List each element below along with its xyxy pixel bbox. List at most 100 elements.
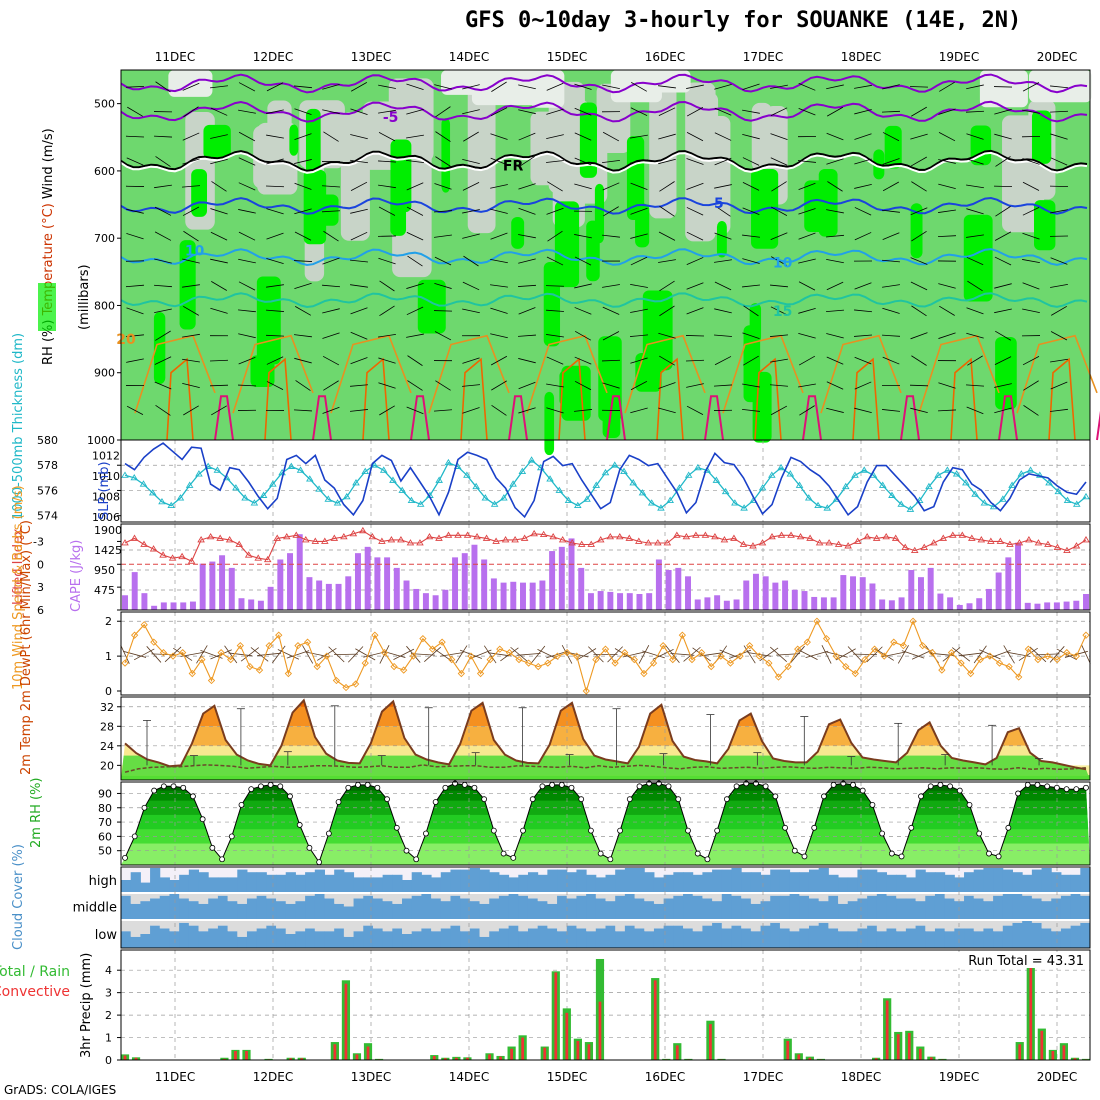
lifted-index-point [558,536,567,543]
wind-barb [659,280,675,292]
thickness-point [777,463,785,471]
cloud-cover-bar [1051,872,1062,893]
contour-label: 15 [773,304,792,320]
thickness-point [1026,466,1035,473]
cape-bar [762,576,769,610]
wind-barb [853,334,873,337]
cape-bar [228,567,235,610]
cloud-gap [663,893,674,899]
cloud-cover-bar [363,925,374,948]
wind-barb [153,135,173,138]
cloud-cover-bar [770,869,781,893]
wind-barb [1049,185,1069,188]
cloud-gap [808,920,820,926]
cape-bar [209,561,216,610]
cape-bar [976,598,983,610]
thickness-point [851,471,859,478]
lifted-index-point [349,529,358,537]
wind-barb [798,208,816,215]
cape-bar [306,577,313,610]
wind-barb [630,308,648,313]
cloud-cover-bar [508,925,519,948]
dewpoint-line [124,764,1087,773]
cloud-cover-bar [479,903,490,920]
cape-bar [452,557,459,610]
wind-barb-10m [500,647,519,662]
wind-barb [995,330,1011,341]
wind-barb [182,82,200,91]
wind-barb [574,256,592,266]
lifted-index-point [178,552,186,560]
lifted-index-point [606,532,615,540]
temp-band [121,726,1090,746]
cloud-cover-bar [217,877,229,893]
thickness-point [610,461,619,468]
cloud-cover-bar [198,931,209,948]
cloud-gap [692,893,703,896]
wind-barb [546,82,564,91]
wind-barb [798,182,816,190]
rh-point [927,783,934,790]
cape-bar [316,580,323,610]
wind-barb [490,307,508,314]
cloud-cover-bar [440,928,451,948]
wind-barb-10m [743,645,756,664]
wind-barb [1050,381,1068,390]
wind-barb [462,384,480,387]
cloud-gap [537,893,548,902]
lifted-index-point [977,536,986,543]
cloud-cover-bar [673,895,684,920]
rh-ylabel: 2m RH (%) [29,777,44,848]
isotherm-25 [1048,357,1076,441]
cloud-gap [343,893,355,907]
wind-barb-10m [250,647,269,662]
cloud-cover-bar [934,872,946,893]
wind-barb [127,106,143,117]
cloud-cover-bar [276,928,287,948]
y-tick-label: -3 [33,535,44,548]
wind-barb [715,205,731,217]
isotherm-15 [120,292,1088,309]
cape-bar [587,593,594,610]
isotherm-20 [1016,334,1098,414]
date-label-bottom: 12DEC [253,1070,293,1084]
cloud-gap [634,893,645,899]
wind-barb [994,256,1012,266]
cloud-cover-bar [256,872,267,893]
wind-barb [882,284,900,288]
lifted-index-point [749,542,757,549]
precip-convective-bar [521,1037,525,1060]
cloud-gap [188,920,200,926]
thickness-point [555,486,564,493]
wind-barb-10m [286,650,310,659]
wind-barb [714,157,732,166]
cloud-cover-bar [140,901,151,920]
cloud-gap [382,893,393,902]
cloud-cover-bar [1080,922,1091,948]
contour-label: 5 [714,196,724,212]
cloud-gap [915,920,926,926]
rh-point [500,850,507,857]
cloud-gap [188,893,200,902]
thickness-point [352,479,360,486]
isotherm-30 [312,395,332,441]
thickness-point [592,481,601,488]
cloud-gap [1060,893,1072,896]
lifted-index-point [692,531,700,538]
thickness-point [398,486,407,493]
wind-barb [1050,209,1068,214]
cloud-gap [615,920,626,932]
wind-speed-point [390,662,398,671]
lifted-index-point [739,540,748,547]
cloud-gap [896,893,907,899]
wind-speed-point [938,666,946,674]
wind-barb [630,283,648,288]
isotherm-30 [998,395,1018,441]
cloud-cover-bar [634,928,645,948]
cloud-cover-bar [140,882,151,893]
wind-barb [770,334,788,337]
wind-barb [546,383,564,388]
cloud-gap [450,920,461,926]
cloud-cover-bar [217,895,229,920]
wind-barb [769,384,789,387]
